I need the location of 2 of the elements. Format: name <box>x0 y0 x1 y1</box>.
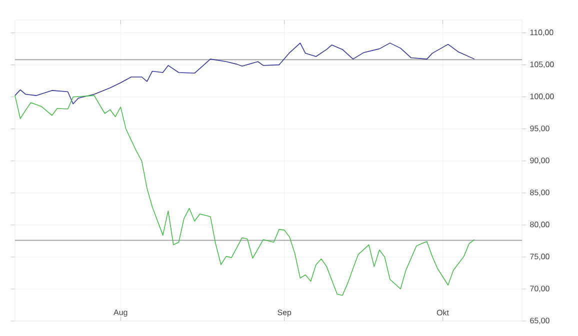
line-series <box>14 42 475 104</box>
line-series <box>14 95 475 296</box>
